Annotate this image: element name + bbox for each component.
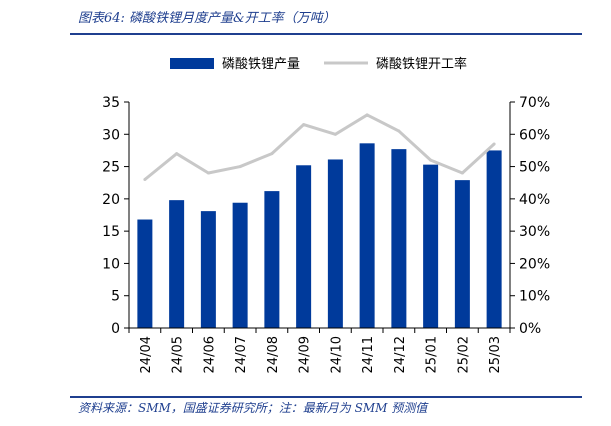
bar-24-06 [201, 211, 216, 328]
bar-24-08 [264, 191, 279, 328]
line-series-group [143, 113, 495, 181]
y-left-tick-label: 10 [102, 256, 120, 272]
bar-24-05 [169, 200, 184, 328]
legend-bar-swatch [170, 58, 214, 69]
line-point-24-10 [334, 133, 337, 136]
x-tick-label: 24/07 [234, 336, 249, 373]
line-point-24-12 [397, 130, 400, 133]
line-point-25-02 [461, 172, 464, 175]
x-tick-label: 24/09 [298, 336, 313, 373]
line-point-24-04 [143, 178, 146, 181]
footer-rule [70, 396, 582, 398]
y-right-tick-label: 50% [519, 160, 550, 176]
utilization-line [145, 115, 494, 180]
x-tick-label: 24/04 [139, 336, 154, 373]
x-tick-label: 24/12 [393, 336, 408, 373]
bars-group [137, 143, 501, 328]
bar-24-11 [360, 143, 375, 328]
legend-line-label: 磷酸铁锂开工率 [376, 56, 467, 72]
legend: 磷酸铁锂产量 磷酸铁锂开工率 [170, 56, 467, 72]
line-point-24-07 [239, 165, 242, 168]
y-left-tick-label: 15 [102, 224, 120, 240]
x-tick-label: 25/02 [456, 336, 471, 373]
y-right-tick-label: 30% [519, 224, 550, 240]
y-left-tick-label: 5 [111, 289, 120, 305]
y-right-tick-label: 0% [519, 321, 541, 337]
line-point-25-01 [429, 159, 432, 162]
y-right-tick-label: 60% [519, 127, 550, 143]
y-right-tick-label: 70% [519, 95, 550, 111]
bar-24-07 [233, 203, 248, 328]
x-tick-label: 25/03 [488, 336, 503, 373]
x-tick-label: 24/11 [361, 336, 376, 373]
bar-24-04 [137, 220, 152, 328]
x-tick-label: 24/10 [329, 336, 344, 373]
x-tick-label: 24/05 [171, 336, 186, 373]
bar-25-02 [455, 180, 470, 328]
bar-25-03 [487, 150, 502, 328]
legend-bar-label: 磷酸铁锂产量 [222, 57, 300, 72]
line-point-24-08 [270, 152, 273, 155]
y-right-tick-label: 20% [519, 256, 550, 272]
bar-24-10 [328, 159, 343, 328]
y-right-tick-label: 40% [519, 192, 550, 208]
y-left-tick-label: 35 [102, 95, 120, 111]
y-right-tick-label: 10% [519, 289, 550, 305]
x-tick-label: 24/06 [202, 336, 217, 373]
x-tick-label: 24/08 [266, 336, 281, 373]
bar-24-09 [296, 165, 311, 328]
line-point-24-11 [366, 113, 369, 116]
line-point-24-05 [175, 152, 178, 155]
line-point-24-09 [302, 123, 305, 126]
line-point-25-03 [493, 142, 496, 145]
bar-24-12 [391, 149, 406, 328]
y-left-tick-label: 30 [102, 127, 120, 143]
y-left-tick-label: 0 [111, 321, 120, 337]
source-note: 资料来源：SMM，国盛证券研究所；注：最新月为 SMM 预测值 [78, 399, 427, 416]
x-tick-label: 25/01 [425, 336, 440, 373]
line-point-24-06 [207, 172, 210, 175]
y-left-tick-label: 25 [102, 160, 120, 176]
y-left-tick-label: 20 [102, 192, 120, 208]
bar-25-01 [423, 165, 438, 328]
